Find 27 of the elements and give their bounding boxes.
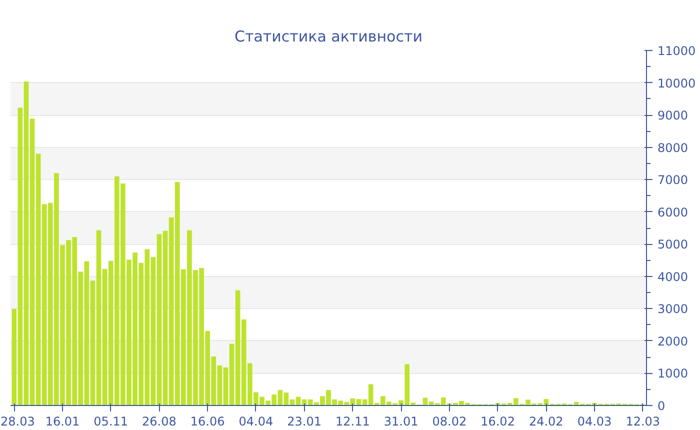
x-tick-label: 12.03 (626, 414, 660, 428)
y-tick-label: 7000 (658, 173, 688, 188)
x-tick-label: 16.06 (190, 414, 225, 428)
y-tick-label: 8000 (658, 140, 688, 155)
y-tick-label: 4000 (658, 270, 688, 284)
x-tick-label: 24.02 (528, 414, 564, 428)
y-tick-label: 6000 (658, 205, 688, 220)
x-tick-label: 04.03 (577, 414, 612, 428)
x-tick-label: 04.04 (238, 414, 274, 428)
y-tick-label: 1000 (658, 366, 688, 381)
y-tick-label: 0 (658, 399, 666, 413)
x-tick-label: 31.01 (384, 414, 418, 428)
y-tick-label: 9000 (658, 108, 688, 123)
y-tick-label: 3000 (658, 302, 688, 316)
y-tick-label: 2000 (658, 334, 688, 348)
x-tick-label: 16.02 (480, 414, 515, 428)
y-tick-label: 10000 (658, 76, 696, 90)
x-tick-label: 05.11 (94, 414, 128, 428)
y-tick-label: 5000 (658, 238, 688, 252)
x-tick-label: 08.02 (432, 414, 467, 428)
y-tick-label: 11000 (658, 44, 696, 58)
chart-title: Статистика активности (234, 28, 422, 46)
x-tick-label: 16.01 (45, 414, 80, 428)
x-tick-label: 28.03 (0, 414, 35, 428)
x-tick-label: 23.01 (287, 414, 322, 428)
x-tick-label: 12.11 (336, 414, 370, 428)
x-tick-label: 26.08 (142, 414, 176, 428)
